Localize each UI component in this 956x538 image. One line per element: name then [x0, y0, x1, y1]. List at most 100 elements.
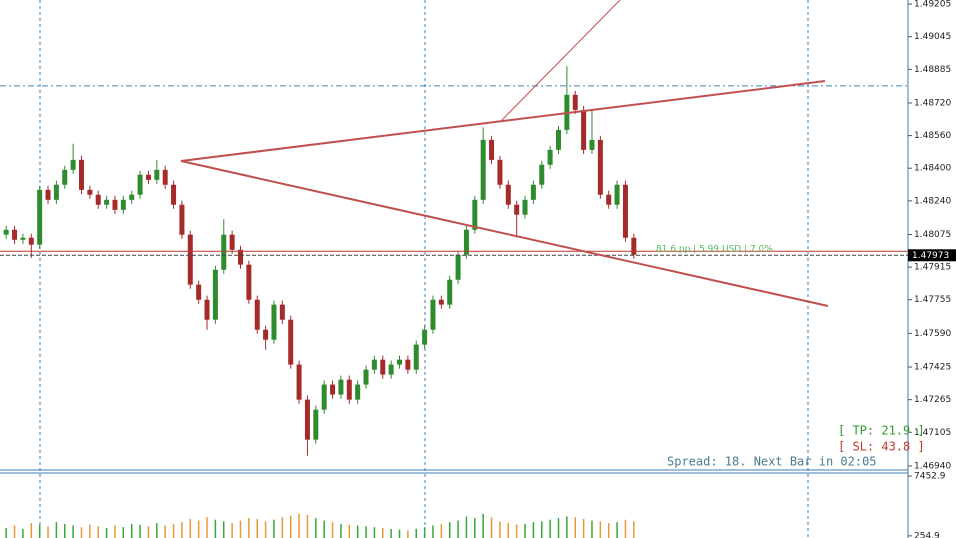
- candle-body: [622, 184, 628, 238]
- candle-body: [455, 254, 461, 280]
- candle-body: [430, 299, 436, 330]
- candle-body: [145, 174, 151, 180]
- candle-body: [497, 159, 503, 185]
- candle-body: [62, 169, 68, 185]
- candle-body: [514, 204, 520, 215]
- candle-body: [388, 364, 394, 375]
- take-profit: [ TP: 21.9 ]: [838, 424, 925, 438]
- candle-body: [263, 329, 269, 340]
- y-tick-label: 1.47755: [914, 295, 951, 305]
- trend-line: [180, 80, 826, 162]
- candle-body: [313, 409, 319, 440]
- candle-body: [296, 364, 302, 400]
- candle-body: [129, 194, 135, 200]
- candle-body: [530, 184, 536, 200]
- trend-line: [180, 160, 829, 307]
- candle-body: [547, 149, 553, 165]
- candle-body: [187, 234, 193, 285]
- candle-body: [221, 234, 227, 270]
- y-tick-label: 1.49045: [914, 32, 951, 42]
- candle-body: [53, 184, 59, 200]
- candle-body: [522, 199, 528, 215]
- candle-body: [480, 139, 486, 200]
- y-tick-label: 1.47590: [914, 329, 951, 339]
- candle-body: [438, 299, 444, 305]
- current-price-label: 1.47973: [912, 251, 949, 261]
- position-stats: 81.6 pp | 5.99 USD | 7.0%: [656, 245, 773, 255]
- candle-body: [330, 384, 336, 395]
- candle-body: [355, 384, 361, 400]
- candle-body: [279, 304, 285, 320]
- candle-body: [589, 139, 595, 150]
- candle-body: [271, 304, 277, 340]
- stop-loss: [ SL: 43.8 ]: [838, 440, 925, 454]
- candle-body: [171, 184, 177, 205]
- trend-line: [499, 0, 621, 123]
- candle-body: [28, 237, 34, 245]
- y-tick-label: 1.48720: [914, 98, 951, 108]
- candle-body: [87, 189, 93, 195]
- candle-body: [338, 379, 344, 395]
- y-tick-label: 1.49205: [914, 0, 951, 10]
- candle-body: [614, 184, 620, 205]
- y-tick-label: 1.47915: [914, 263, 951, 273]
- price-label-box: [908, 249, 956, 262]
- y-tick-label: 1.46940: [914, 461, 951, 471]
- y-tick-label: 1.47105: [914, 428, 951, 438]
- candle-body: [539, 164, 545, 185]
- candle-body: [70, 159, 76, 170]
- candle-body: [120, 199, 126, 210]
- candle-body: [112, 199, 118, 210]
- candle-body: [371, 359, 377, 370]
- candle-body: [238, 249, 243, 265]
- candle-body: [79, 159, 84, 190]
- candle-body: [212, 269, 218, 320]
- candle-body: [380, 359, 386, 375]
- candle-body: [463, 229, 469, 255]
- candle-body: [606, 194, 612, 205]
- candle-body: [37, 189, 43, 245]
- candle-body: [254, 299, 260, 330]
- candle-body: [20, 237, 26, 240]
- volume-tick-label: 254.9: [914, 531, 940, 538]
- candle-body: [137, 174, 143, 195]
- candle-body: [304, 399, 310, 440]
- candle-body: [154, 169, 160, 180]
- candle-body: [321, 384, 327, 410]
- candle-body: [162, 169, 168, 185]
- candle-body: [422, 329, 428, 345]
- candle-body: [3, 229, 9, 235]
- y-tick-label: 1.48075: [914, 230, 951, 240]
- candle-body: [246, 264, 252, 300]
- candle-body: [229, 234, 235, 250]
- y-tick-label: 1.48560: [914, 131, 951, 141]
- candle-body: [45, 189, 51, 200]
- candle-body: [397, 359, 402, 365]
- candle-body: [363, 369, 369, 385]
- candle-body: [556, 129, 561, 150]
- y-tick-label: 1.48885: [914, 65, 951, 75]
- candle-body: [413, 344, 419, 370]
- candle-body: [597, 139, 603, 195]
- y-tick-label: 1.47265: [914, 395, 951, 405]
- y-tick-label: 1.48400: [914, 164, 951, 174]
- candle-body: [196, 284, 202, 300]
- candle-body: [346, 379, 352, 400]
- candle-body: [405, 359, 411, 370]
- candle-body: [631, 237, 637, 255]
- candle-body: [472, 199, 478, 230]
- candle-body: [12, 229, 18, 240]
- candle-body: [505, 184, 511, 205]
- y-tick-label: 1.48240: [914, 196, 951, 206]
- candle-body: [447, 279, 453, 305]
- spread-info: Spread: 18. Next Bar in 02:05: [667, 455, 877, 469]
- candle-body: [288, 319, 294, 365]
- candle-body: [104, 199, 110, 205]
- candle-body: [95, 194, 101, 205]
- candle-body: [204, 299, 210, 320]
- candle-body: [572, 94, 578, 110]
